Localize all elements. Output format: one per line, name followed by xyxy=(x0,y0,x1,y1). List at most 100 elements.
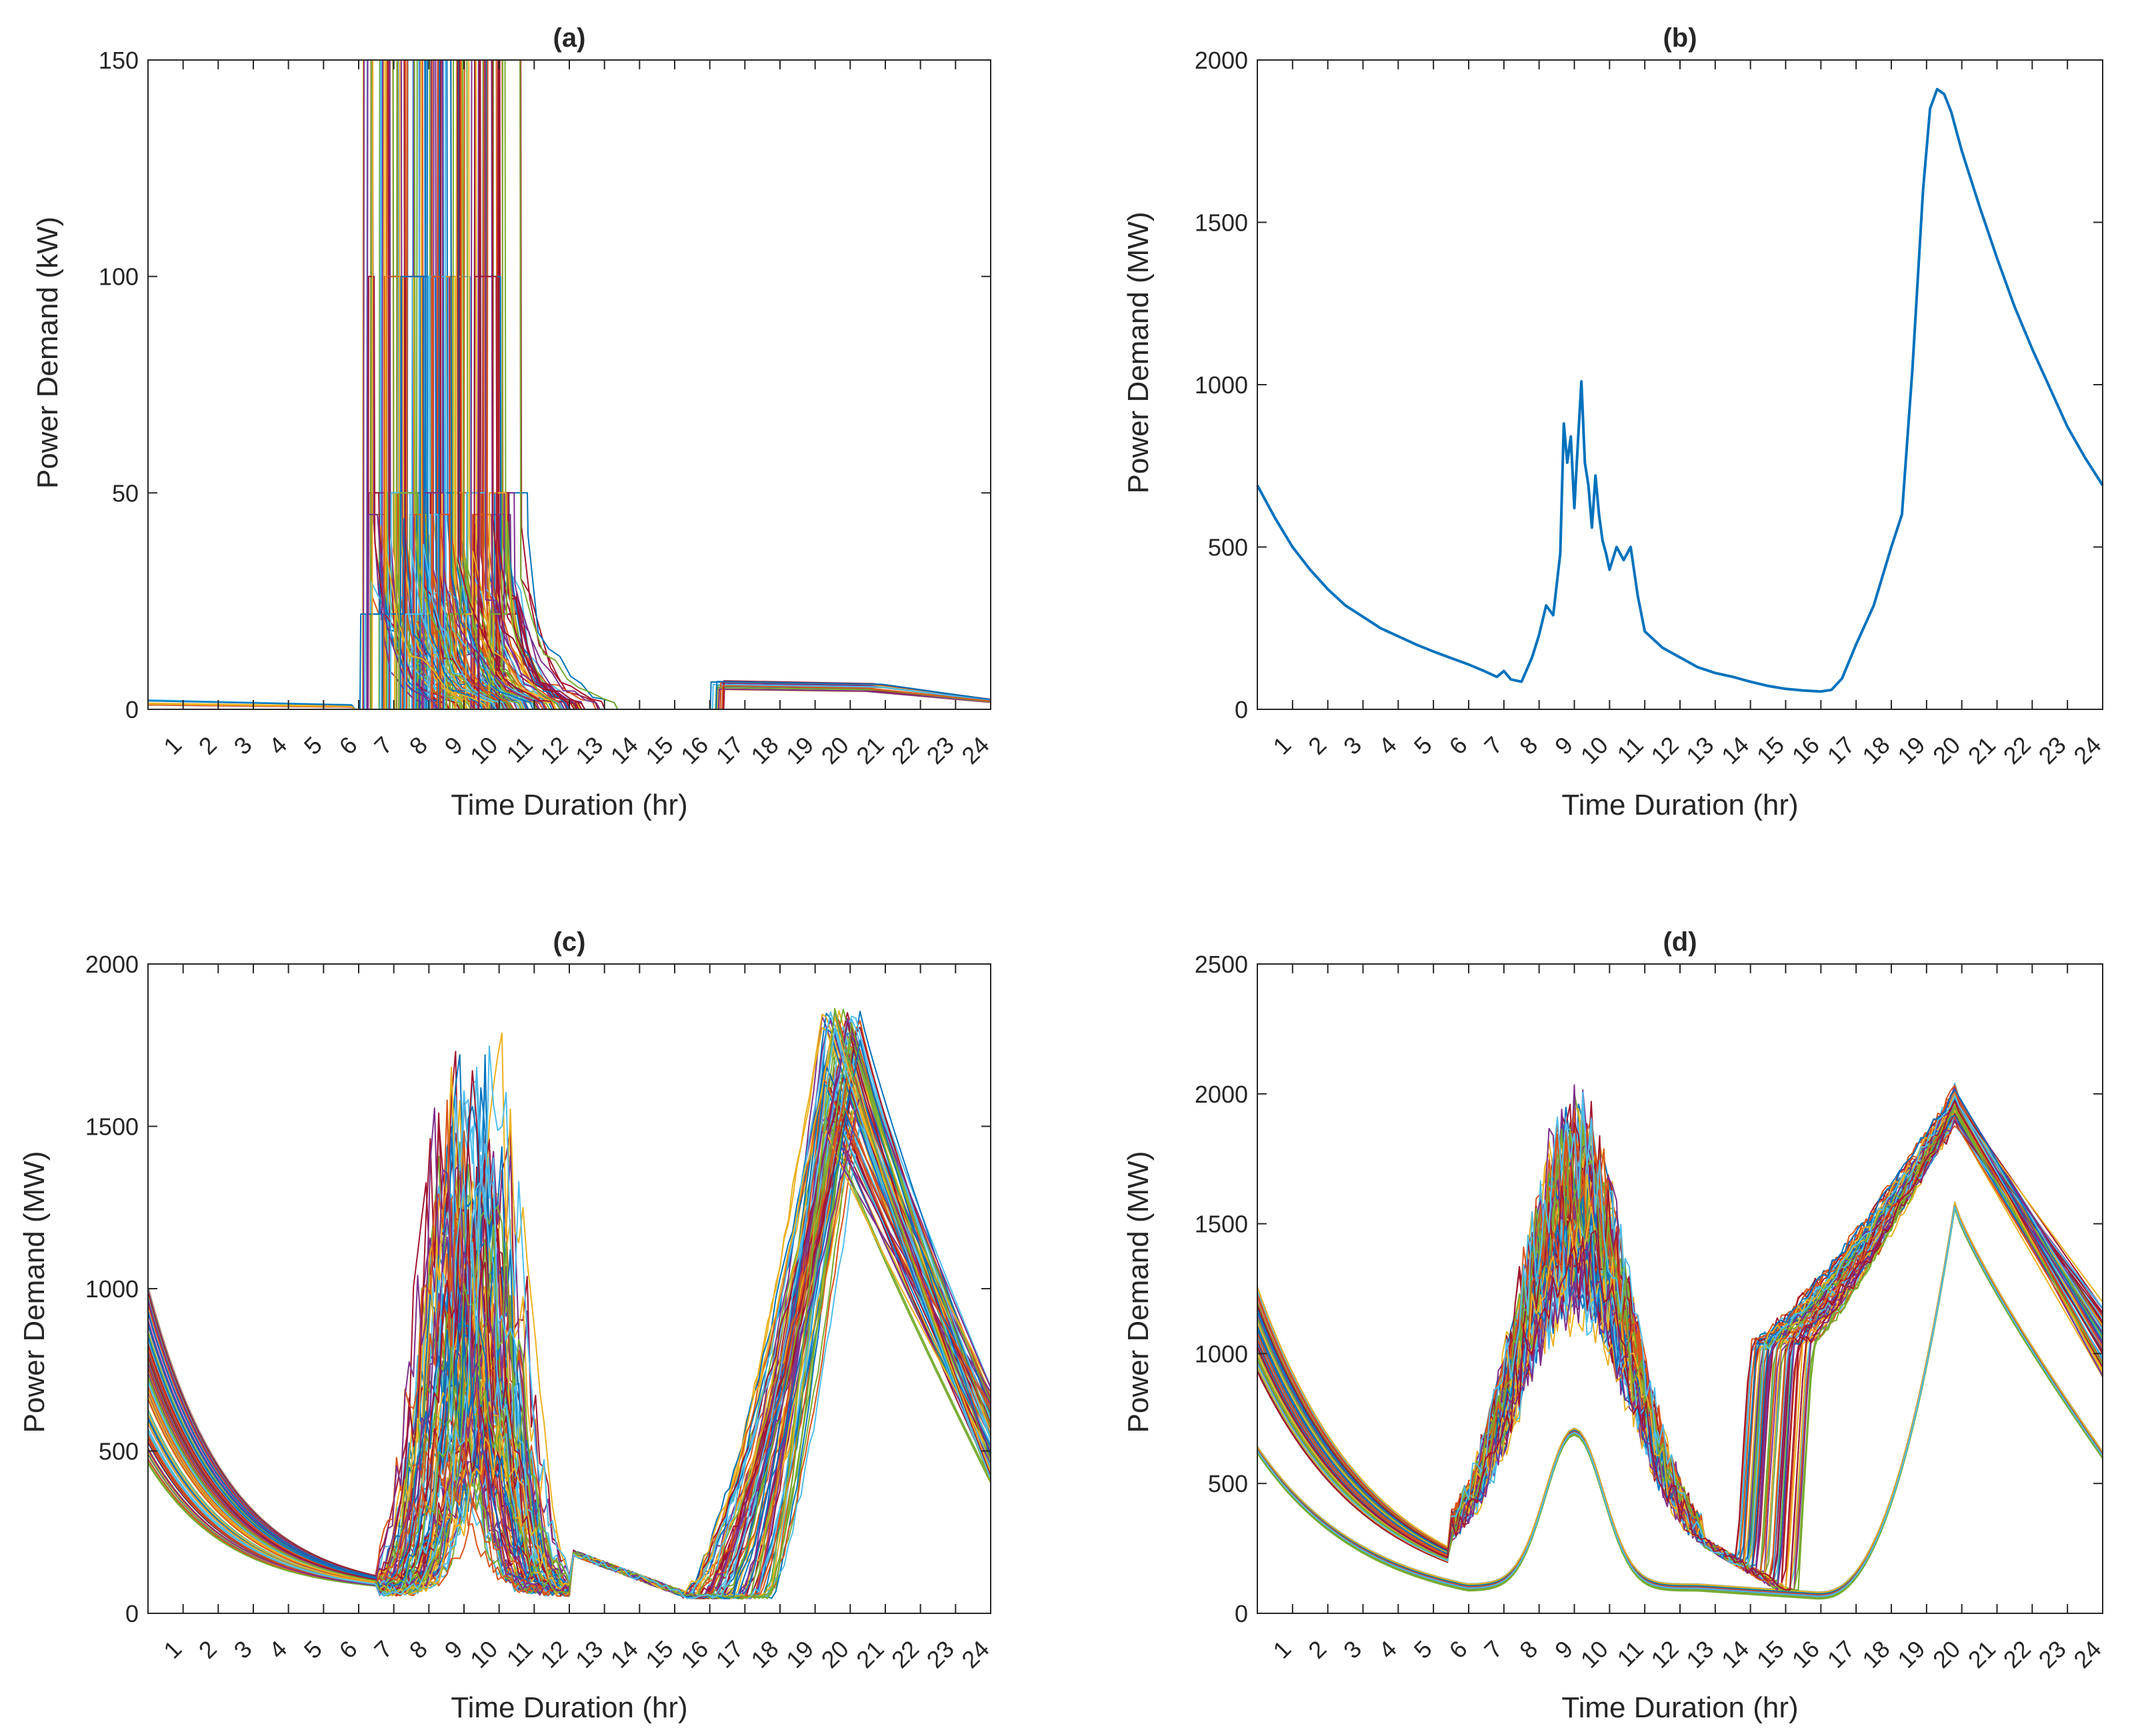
panel-b-xtick-label: 20 xyxy=(1927,731,1965,769)
panel-b-xtick-label: 5 xyxy=(1409,731,1437,760)
panel-c-xtick-label: 2 xyxy=(193,1635,222,1664)
panel-d-xtick-label: 22 xyxy=(1998,1635,2036,1673)
panel-d-xtick-label: 2 xyxy=(1303,1635,1331,1664)
panel-d-xtick-label: 19 xyxy=(1892,1635,1930,1673)
panel-b-axes-box xyxy=(1257,59,2103,710)
series-line xyxy=(1256,87,2104,693)
panel-c-xtick-label: 14 xyxy=(605,1635,643,1673)
panel-d-ytick-label: 0 xyxy=(1235,1600,1248,1627)
panel-c-axes-box xyxy=(147,963,991,1614)
panel-b-xtick-label: 7 xyxy=(1479,731,1507,760)
panel-c-xtick-label: 23 xyxy=(921,1635,959,1673)
panel-a-xlabel: Time Duration (hr) xyxy=(451,789,687,821)
profile-line xyxy=(1257,1091,2103,1567)
panel-d-xtick-label: 3 xyxy=(1338,1635,1367,1664)
panel-c-xtick-label: 18 xyxy=(745,1635,783,1673)
panel-a-xtick-label: 9 xyxy=(439,731,468,760)
panel-c-xtick-label: 10 xyxy=(465,1635,503,1673)
panel-d-xtick-label: 16 xyxy=(1787,1635,1825,1673)
panel-a-xtick-label: 22 xyxy=(886,731,924,769)
panel-c-ytick-label: 0 xyxy=(125,1600,139,1627)
panel-a-xtick-label: 20 xyxy=(816,731,854,769)
panel-c-xtick-label: 7 xyxy=(369,1635,397,1664)
profile-line xyxy=(1257,1105,2103,1570)
panel-a-ytick-label: 150 xyxy=(99,47,139,74)
profile-line xyxy=(473,275,586,710)
panel-d-xtick-label: 4 xyxy=(1373,1635,1402,1664)
panel-d-xtick-label: 6 xyxy=(1444,1635,1473,1664)
panel-d-title: (d) xyxy=(1663,927,1697,957)
profile-line xyxy=(147,1027,991,1599)
panel-d-ylabel: Power Demand (MW) xyxy=(1122,1151,1155,1433)
panel-d-xtick-label: 24 xyxy=(2068,1635,2106,1673)
panel-b-xtick-label: 12 xyxy=(1645,731,1683,769)
panel-a-ytick-label: 100 xyxy=(99,263,139,291)
profile-line xyxy=(147,1007,991,1599)
panel-a-xtick-label: 2 xyxy=(193,731,222,760)
panel-b-xtick-label: 4 xyxy=(1373,731,1402,760)
panel-c-xtick-label: 22 xyxy=(886,1635,924,1673)
panel-a-ytick-label: 0 xyxy=(125,696,139,723)
panel-b-title: (b) xyxy=(1663,23,1697,53)
panel-d-xtick-label: 10 xyxy=(1575,1635,1613,1673)
panel-d-xtick-label: 23 xyxy=(2033,1635,2071,1673)
panel-a-xtick-label: 11 xyxy=(501,731,538,768)
panel-a-xtick-label: 6 xyxy=(334,731,363,760)
panel-b-xtick-label: 18 xyxy=(1857,731,1895,769)
panel-d-ytick-label: 2000 xyxy=(1195,1081,1248,1108)
panel-a-xtick-label: 3 xyxy=(229,731,257,760)
panel-c-ytick-label: 2000 xyxy=(85,951,139,978)
panel-c-xtick-label: 12 xyxy=(535,1635,573,1673)
panel-d-xtick-label: 21 xyxy=(1963,1635,2001,1673)
profile-line xyxy=(1257,1201,2103,1593)
panel-c-ylabel: Power Demand (MW) xyxy=(18,1151,51,1433)
profile-line xyxy=(488,492,578,710)
profile-line xyxy=(429,513,536,710)
panel-c-ytick-label: 500 xyxy=(99,1438,139,1465)
panel-b-xtick-label: 24 xyxy=(2068,731,2106,769)
panel-c-xtick-label: 13 xyxy=(570,1635,608,1673)
panel-b-series-layer xyxy=(1256,87,2104,693)
panel-c-xtick-label: 3 xyxy=(229,1635,257,1664)
panel-b-xtick-label: 6 xyxy=(1444,731,1473,760)
panel-d-axes-box xyxy=(1257,963,2103,1614)
profile-line xyxy=(1257,1100,2103,1591)
profile-line xyxy=(721,685,991,710)
panel-b-plot-area xyxy=(1257,60,2103,709)
panel-a-xtick-label: 19 xyxy=(781,731,819,769)
panel-c-xtick-label: 4 xyxy=(263,1635,292,1664)
panel-d-series-layer xyxy=(1257,1082,2103,1600)
panel-b-ytick-label: 0 xyxy=(1235,696,1248,723)
panel-b-xtick-label: 19 xyxy=(1892,731,1930,769)
panel-d-ytick-label: 1500 xyxy=(1195,1211,1248,1238)
panel-b-xtick-label: 10 xyxy=(1575,731,1613,769)
profile-line xyxy=(147,1103,991,1598)
profile-line xyxy=(715,681,991,710)
panel-b-ylabel: Power Demand (MW) xyxy=(1122,212,1155,494)
panel-d-xtick-label: 12 xyxy=(1645,1635,1683,1673)
profile-line xyxy=(1257,1100,2103,1584)
panel-a-xtick-label: 13 xyxy=(570,731,608,769)
panel-c: (c) Power Demand (MW) Time Duration (hr)… xyxy=(18,927,995,1724)
panel-d-xtick-label: 8 xyxy=(1514,1635,1543,1664)
profile-line xyxy=(404,543,507,710)
panel-a-axes-box xyxy=(147,59,991,710)
panel-d-xtick-label: 7 xyxy=(1479,1635,1507,1664)
panel-a-ylabel: Power Demand (kW) xyxy=(31,217,64,489)
panel-a-xtick-label: 4 xyxy=(263,731,292,760)
panel-c-xtick-label: 6 xyxy=(334,1635,363,1664)
panel-c-plot-area xyxy=(148,964,991,1613)
panel-c-ytick-label: 1000 xyxy=(85,1275,139,1303)
panel-b-xtick-label: 2 xyxy=(1303,731,1331,760)
panel-d-xtick-label: 11 xyxy=(1611,1635,1648,1672)
panel-b-ytick-label: 2000 xyxy=(1195,47,1248,74)
panel-d-ytick-label: 1000 xyxy=(1195,1340,1248,1367)
panel-d-xlabel: Time Duration (hr) xyxy=(1561,1691,1798,1724)
panel-d-xtick-label: 15 xyxy=(1751,1635,1789,1673)
profile-line xyxy=(423,492,546,710)
panel-b-xtick-label: 14 xyxy=(1716,731,1754,769)
panel-c-xlabel: Time Duration (hr) xyxy=(451,1691,687,1724)
panel-d-xtick-label: 17 xyxy=(1822,1635,1860,1673)
profile-line xyxy=(717,688,991,710)
